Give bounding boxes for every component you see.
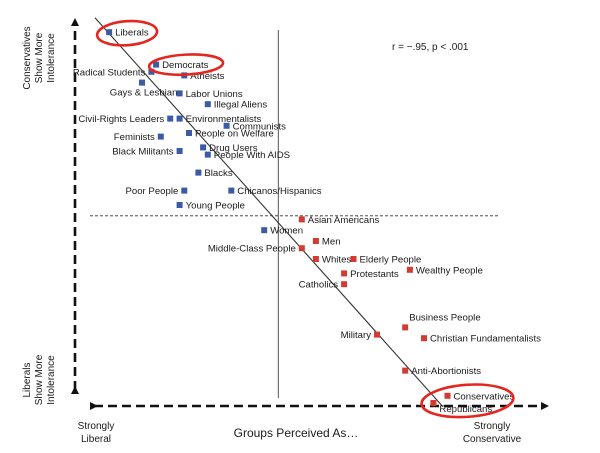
point-republicans (430, 400, 437, 406)
point-elderly-people (350, 256, 357, 262)
label-wealthy-people: Wealthy People (416, 265, 483, 276)
label-whites: Whites (322, 255, 352, 266)
highlight-circles (95, 19, 515, 419)
x-axis-title: Groups Perceived As… (234, 426, 359, 440)
label-women: Women (270, 226, 303, 237)
point-people-on-welfare (186, 130, 192, 136)
label-conservatives: Conservatives (454, 391, 515, 402)
label-business-people: Business People (409, 312, 480, 323)
point-anti-abortionists (402, 367, 409, 374)
label-elderly-people: Elderly People (360, 255, 422, 266)
point-labor-unions (176, 90, 183, 97)
label-protestants: Protestants (350, 269, 399, 280)
point-people-with-aids (204, 151, 211, 158)
point-civil-rights-leaders (167, 115, 174, 122)
point-chicanos-hispanics (228, 187, 235, 194)
points-layer: Liberals Radical Students DemocratsAtheist… (73, 28, 541, 415)
point-liberals (106, 29, 113, 36)
point-middle-class-people (298, 245, 305, 252)
circle-democrats (147, 53, 225, 77)
label-blacks: Blacks (204, 168, 232, 179)
point-men (312, 238, 319, 244)
y-label-bottom-line3: Intolerance (46, 355, 57, 405)
circle-liberals (95, 19, 159, 47)
label-civil-rights-leaders: Civil-Rights Leaders (78, 114, 164, 125)
point-poor-people (181, 187, 188, 194)
point-christian-fundamentalists (421, 335, 427, 342)
label-republicans: Republicans (439, 404, 492, 415)
label-asian-americans: Asian Americans (308, 215, 380, 226)
label-illegal-aliens: Illegal Aliens (214, 100, 268, 111)
label-young-people: Young People (186, 201, 245, 212)
x-right-label-line2: Conservative (463, 434, 522, 445)
label-middle-class-people: Middle-Class People (208, 244, 296, 255)
label-chicanos-hispanics: Chicanos/Hispanics (237, 186, 321, 197)
label-radical-students: Radical Students (73, 67, 146, 78)
point-protestants (341, 270, 348, 277)
circle-conservatives-republicans (420, 383, 515, 419)
point-feminists (157, 133, 164, 140)
label-military: Military (341, 330, 372, 341)
label-poor-people: Poor People (125, 186, 178, 197)
label-catholics: Catholics (299, 280, 339, 291)
point-drug-users (200, 144, 207, 151)
point-wealthy-people (406, 266, 413, 273)
point-military (374, 331, 380, 338)
label-liberals: Liberals (115, 28, 149, 39)
label-men: Men (322, 237, 341, 248)
y-label-bottom: Liberals Show More Intolerance (22, 354, 57, 405)
y-label-top: Conservatives Show More Intolerance (22, 26, 57, 89)
correlation-annotation: r = −.95, p < .001 (392, 42, 469, 53)
y-label-bottom-line1: Liberals (22, 362, 33, 397)
label-communists: Communists (233, 121, 287, 132)
x-left-label-line2: Liberal (81, 434, 111, 445)
point-business-people (402, 324, 409, 331)
point-black-militants (176, 148, 183, 154)
point-gays-lesbians (139, 79, 145, 86)
point-asian-americans (298, 216, 305, 223)
y-label-top-line2: Show More (34, 32, 45, 83)
y-label-bottom-line2: Show More (34, 354, 45, 405)
point-environmentalists (176, 115, 183, 122)
point-democrats (153, 61, 160, 68)
point-whites (312, 256, 319, 262)
point-communists (223, 122, 230, 129)
point-young-people (176, 202, 183, 208)
regression-line (94, 17, 444, 407)
point-women (261, 227, 268, 234)
point-blacks (195, 169, 202, 176)
y-label-top-line1: Conservatives (22, 26, 33, 89)
y-label-top-line3: Intolerance (46, 33, 57, 83)
label-environmentalists: Environmentalists (186, 114, 262, 125)
point-catholics (341, 281, 348, 288)
label-gays-lesbians: Gays & Lesbians (110, 88, 183, 99)
label-anti-abortionists: Anti-Abortionists (411, 366, 481, 377)
point-radical-students (148, 68, 155, 75)
label-democrats: Democrats (162, 60, 209, 71)
point-illegal-aliens (204, 101, 211, 108)
label-people-on-welfare: People on Welfare (195, 129, 274, 140)
label-black-militants: Black Militants (112, 147, 174, 158)
label-people-with-aids: People With AIDS (214, 150, 290, 161)
x-left-label-line1: Strongly (78, 421, 115, 432)
label-atheists: Atheists (190, 71, 224, 82)
label-feminists: Feminists (114, 132, 155, 143)
label-drug-users: Drug Users (209, 143, 258, 154)
label-labor-unions: Labor Unions (186, 89, 243, 100)
point-conservatives (444, 392, 451, 399)
label-christian-fundamentalists: Christian Fundamentalists (430, 334, 541, 345)
x-right-label-line1: Strongly (474, 421, 511, 432)
